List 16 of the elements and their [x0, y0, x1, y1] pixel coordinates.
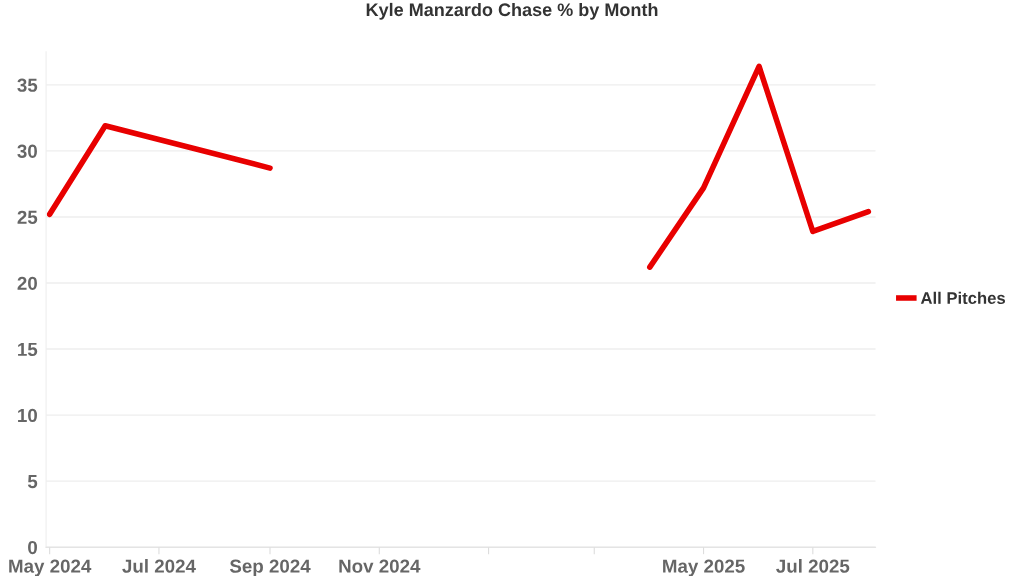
- y-tick-label: 25: [17, 210, 38, 224]
- x-tick-label: Sep 2024: [229, 559, 311, 576]
- legend-label: All Pitches: [920, 291, 1006, 304]
- y-tick-label: 10: [18, 408, 37, 423]
- x-tick-label: May 2024: [9, 559, 92, 576]
- y-tick-label: 30: [17, 144, 37, 158]
- y-tick-label: 20: [17, 276, 37, 290]
- y-tick-label: 15: [18, 342, 38, 357]
- x-tick-label: Jul 2025: [776, 559, 850, 573]
- chart-title: Kyle Manzardo Chase % by Month: [366, 2, 658, 20]
- x-tick-label: Jul 2024: [122, 559, 196, 573]
- y-tick-label: 35: [17, 78, 38, 92]
- x-tick-label: May 2025: [663, 559, 745, 576]
- y-tick-label: 0: [28, 540, 37, 555]
- x-tick-label: Nov 2024: [339, 559, 421, 573]
- y-tick-label: 5: [27, 475, 38, 489]
